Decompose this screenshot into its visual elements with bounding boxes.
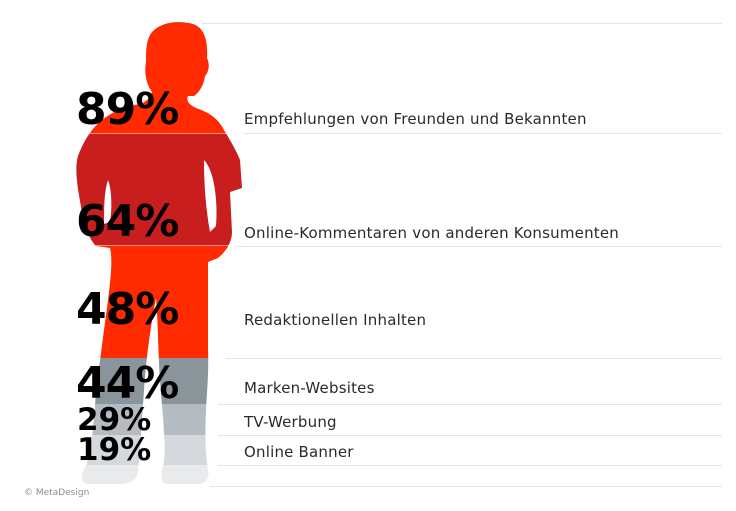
divider-line bbox=[218, 435, 722, 436]
divider-line bbox=[218, 404, 722, 405]
category-label: Empfehlungen von Freunden und Bekannten bbox=[244, 110, 587, 128]
percentage-value: 19% bbox=[77, 432, 152, 468]
category-label: Online-Kommentaren von anderen Konsument… bbox=[244, 224, 620, 242]
copyright-credit: © MetaDesign bbox=[24, 488, 90, 498]
divider-line bbox=[202, 23, 722, 24]
category-label: Redaktionellen Inhalten bbox=[244, 311, 427, 329]
divider-line bbox=[226, 358, 722, 359]
category-label: Marken-Websites bbox=[244, 379, 375, 397]
percentage-value: 48% bbox=[76, 284, 179, 335]
percentage-value: 89% bbox=[76, 84, 179, 135]
category-label: TV-Werbung bbox=[244, 413, 337, 431]
divider-line bbox=[236, 246, 722, 247]
divider-line bbox=[210, 486, 722, 487]
category-label: Online Banner bbox=[244, 443, 354, 461]
divider-line bbox=[218, 465, 722, 466]
percentage-value: 64% bbox=[76, 196, 179, 247]
percentage-value: 44% bbox=[76, 358, 179, 409]
divider-line bbox=[243, 133, 722, 134]
percentage-value: 29% bbox=[77, 402, 152, 438]
